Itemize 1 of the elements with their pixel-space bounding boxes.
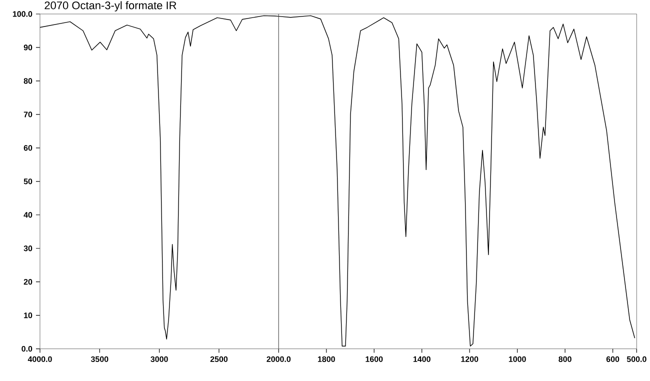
- chart-title: 2070 Octan-3-yl formate IR: [44, 1, 176, 12]
